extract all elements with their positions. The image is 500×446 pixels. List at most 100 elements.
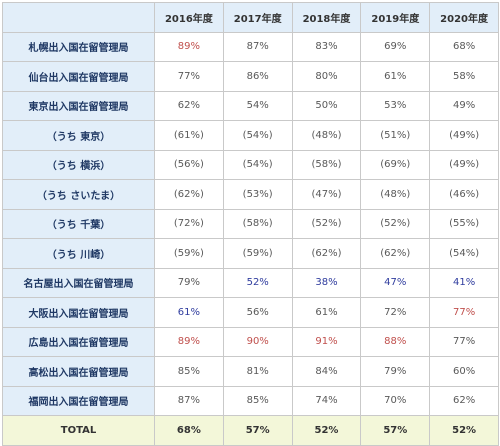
rate-cell: 85% — [222, 385, 293, 416]
rate-cell: 69% — [360, 31, 431, 62]
rate-cell: (51%) — [360, 120, 431, 151]
rate-cell: (49%) — [429, 149, 499, 180]
rate-cell: 70% — [360, 385, 431, 416]
rate-cell: (54%) — [222, 120, 293, 151]
rate-cell: 53% — [360, 90, 431, 121]
table-row: 広島出入国在留管理局 89% 90% 91% 88% 77% — [2, 326, 499, 357]
table-row: 高松出入国在留管理局 85% 81% 84% 79% 60% — [2, 356, 499, 387]
rate-cell: 86% — [222, 61, 293, 92]
header-2020: 2020年度 — [429, 2, 499, 33]
rate-cell: 88% — [360, 326, 431, 357]
table-row: （うち 横浜） (56%) (54%) (58%) (69%) (49%) — [2, 149, 499, 180]
rate-cell: (49%) — [429, 120, 499, 151]
header-2017: 2017年度 — [222, 2, 293, 33]
table-row: 東京出入国在留管理局 62% 54% 50% 53% 49% — [2, 90, 499, 121]
office-label: 東京出入国在留管理局 — [2, 90, 155, 121]
table-body: 札幌出入国在留管理局 89% 87% 83% 69% 68% 仙台出入国在留管理局 77% 86… — [2, 31, 499, 446]
table-row: 大阪出入国在留管理局 61% 56% 61% 72% 77% — [2, 297, 499, 328]
table-row: （うち 東京） (61%) (54%) (48%) (51%) (49%) — [2, 120, 499, 151]
rate-cell: (61%) — [154, 120, 224, 151]
rate-cell: 79% — [360, 356, 431, 387]
rate-cell: (59%) — [222, 238, 293, 269]
rate-cell: 80% — [291, 61, 362, 92]
rate-cell: 81% — [222, 356, 293, 387]
header-2019: 2019年度 — [360, 2, 431, 33]
rate-cell: 90% — [222, 326, 293, 357]
table-row: 札幌出入国在留管理局 89% 87% 83% 69% 68% — [2, 31, 499, 62]
rate-cell: (48%) — [360, 179, 431, 210]
rate-cell: 62% — [429, 385, 499, 416]
rate-cell: (56%) — [154, 149, 224, 180]
rate-cell: 60% — [429, 356, 499, 387]
rate-cell: 77% — [429, 297, 499, 328]
office-label: （うち 東京） — [2, 120, 155, 151]
header-row: 2016年度 2017年度 2018年度 2019年度 2020年度 — [2, 2, 499, 33]
total-cell: 57% — [360, 415, 431, 446]
rate-cell: 54% — [222, 90, 293, 121]
rate-cell: (62%) — [154, 179, 224, 210]
header-2018: 2018年度 — [291, 2, 362, 33]
header-2016: 2016年度 — [154, 2, 224, 33]
rate-cell: 87% — [222, 31, 293, 62]
rate-cell: (52%) — [291, 208, 362, 239]
office-label: 広島出入国在留管理局 — [2, 326, 155, 357]
rate-cell: (59%) — [154, 238, 224, 269]
office-label: （うち 横浜） — [2, 149, 155, 180]
table-row: （うち 川崎） (59%) (59%) (62%) (62%) (54%) — [2, 238, 499, 269]
rate-cell: 77% — [154, 61, 224, 92]
office-label: 高松出入国在留管理局 — [2, 356, 155, 387]
rate-cell: 84% — [291, 356, 362, 387]
rate-cell: (54%) — [222, 149, 293, 180]
rate-cell: 83% — [291, 31, 362, 62]
office-label: 札幌出入国在留管理局 — [2, 31, 155, 62]
office-label: （うち さいたま） — [2, 179, 155, 210]
rate-cell: (69%) — [360, 149, 431, 180]
rate-cell: 61% — [154, 297, 224, 328]
rate-cell: (72%) — [154, 208, 224, 239]
total-label: TOTAL — [2, 415, 155, 446]
rate-cell: (58%) — [222, 208, 293, 239]
rate-cell: 79% — [154, 267, 224, 298]
rate-cell: 77% — [429, 326, 499, 357]
rate-cell: 50% — [291, 90, 362, 121]
office-label: 大阪出入国在留管理局 — [2, 297, 155, 328]
office-label: 仙台出入国在留管理局 — [2, 61, 155, 92]
rate-cell: 89% — [154, 326, 224, 357]
rate-cell: (52%) — [360, 208, 431, 239]
rate-cell: 68% — [429, 31, 499, 62]
rate-cell: 58% — [429, 61, 499, 92]
total-row: TOTAL 68% 57% 52% 57% 52% — [2, 415, 499, 446]
corner-cell — [2, 2, 155, 33]
rate-cell: (53%) — [222, 179, 293, 210]
table-row: 福岡出入国在留管理局 87% 85% 74% 70% 62% — [2, 385, 499, 416]
rate-cell: (54%) — [429, 238, 499, 269]
rate-cell: 41% — [429, 267, 499, 298]
rate-cell: 61% — [360, 61, 431, 92]
table-row: 仙台出入国在留管理局 77% 86% 80% 61% 58% — [2, 61, 499, 92]
rate-cell: (48%) — [291, 120, 362, 151]
office-label: （うち 千葉） — [2, 208, 155, 239]
rate-cell: (55%) — [429, 208, 499, 239]
rate-cell: 72% — [360, 297, 431, 328]
rate-cell: (62%) — [291, 238, 362, 269]
rate-cell: (62%) — [360, 238, 431, 269]
rate-cell: (47%) — [291, 179, 362, 210]
rate-cell: 85% — [154, 356, 224, 387]
rate-cell: 56% — [222, 297, 293, 328]
rate-cell: (58%) — [291, 149, 362, 180]
total-cell: 68% — [154, 415, 224, 446]
table-row: 名古屋出入国在留管理局 79% 52% 38% 47% 41% — [2, 267, 499, 298]
total-cell: 57% — [222, 415, 293, 446]
office-label: （うち 川崎） — [2, 238, 155, 269]
rate-cell: (46%) — [429, 179, 499, 210]
table-row: （うち 千葉） (72%) (58%) (52%) (52%) (55%) — [2, 208, 499, 239]
office-label: 名古屋出入国在留管理局 — [2, 267, 155, 298]
rate-cell: 62% — [154, 90, 224, 121]
rate-cell: 61% — [291, 297, 362, 328]
rate-cell: 91% — [291, 326, 362, 357]
rate-cell: 74% — [291, 385, 362, 416]
rate-cell: 52% — [222, 267, 293, 298]
rate-cell: 87% — [154, 385, 224, 416]
